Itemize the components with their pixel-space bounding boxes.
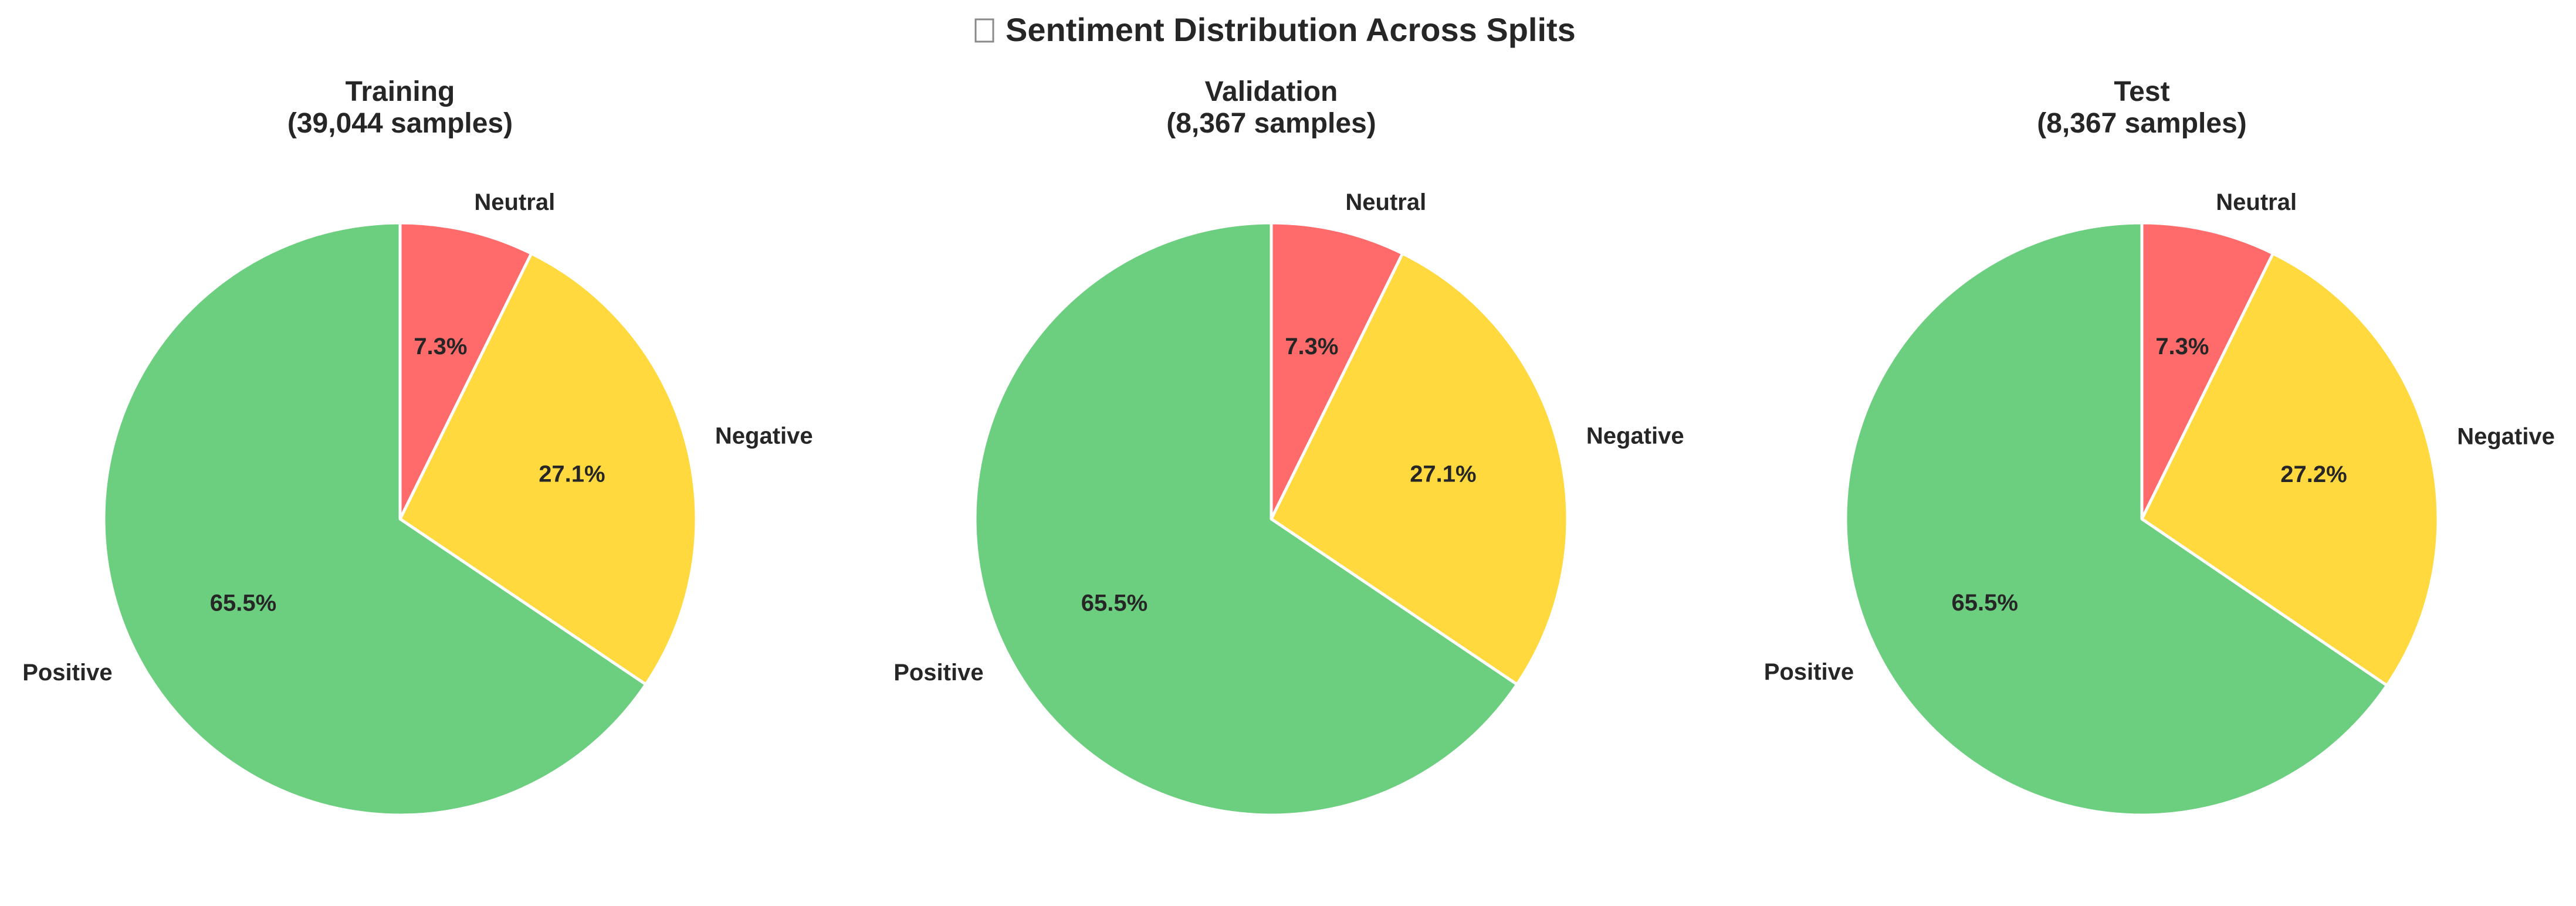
slice-label-positive: Positive (1764, 659, 1854, 685)
panel-title: Test (8,367 samples) (2037, 76, 2247, 139)
panel-title: Training (39,044 samples) (287, 76, 513, 139)
pie-slice-positive (102, 221, 648, 817)
panel-title-line1: Test (2114, 76, 2169, 107)
pie-slice-positive (973, 221, 1519, 817)
slice-label-neutral: Neutral (1345, 189, 1426, 215)
slice-label-positive: Positive (22, 660, 112, 686)
slice-label-neutral: Neutral (2216, 189, 2297, 215)
pie-labels: 7.3% Neutral 27.1% Negative 65.5% Positive (893, 189, 1684, 686)
pie-slice-neutral (2140, 221, 2275, 521)
pct-label-neutral: 7.3% (2155, 334, 2209, 359)
figure-title: Sentiment Distribution Across Splits (1006, 11, 1576, 48)
panel-title-line2: (8,367 samples) (2037, 108, 2247, 139)
pct-label-neutral: 7.3% (1285, 334, 1338, 359)
slice-label-negative: Negative (715, 423, 813, 449)
pie-wedges (1844, 221, 2440, 817)
panel-title-line1: Training (346, 76, 455, 107)
pie-labels: 7.3% Neutral 27.1% Negative 65.5% Positive (22, 189, 813, 686)
pie-panel-test: Test (8,367 samples) 7.3% Neutral 27.2% Negat… (1764, 76, 2555, 817)
pie-slice-neutral (398, 221, 533, 521)
slice-label-negative: Negative (1586, 423, 1684, 449)
pct-label-negative: 27.1% (1410, 461, 1476, 487)
missing-glyph-icon (974, 18, 994, 43)
pct-label-neutral: 7.3% (414, 334, 467, 359)
figure-title-group: Sentiment Distribution Across Splits (974, 11, 1576, 48)
panel-title: Validation (8,367 samples) (1166, 76, 1376, 139)
pct-label-negative: 27.2% (2280, 462, 2347, 487)
pie-wedges (102, 221, 698, 817)
slice-label-negative: Negative (2457, 424, 2555, 450)
pct-label-positive: 65.5% (210, 590, 276, 616)
panel-title-line2: (39,044 samples) (287, 108, 513, 139)
slice-label-neutral: Neutral (474, 189, 555, 215)
pie-labels: 7.3% Neutral 27.2% Negative 65.5% Positive (1764, 189, 2555, 685)
pie-panel-training: Training (39,044 samples) 7.3% Neutral 27.1%… (22, 76, 813, 817)
pct-label-positive: 65.5% (1951, 590, 2018, 616)
slice-label-positive: Positive (893, 660, 983, 686)
pie-panel-validation: Validation (8,367 samples) 7.3% Neutral 27.1… (893, 76, 1684, 817)
pie-slice-neutral (1270, 221, 1404, 521)
pie-slice-negative (2140, 252, 2440, 687)
panel-title-line2: (8,367 samples) (1166, 108, 1376, 139)
panel-title-line1: Validation (1205, 76, 1338, 107)
pie-wedges (973, 221, 1569, 817)
pct-label-positive: 65.5% (1081, 590, 1147, 616)
pie-slice-negative (1270, 252, 1569, 686)
pie-slice-negative (398, 252, 698, 686)
pct-label-negative: 27.1% (539, 461, 605, 487)
pie-slice-positive (1844, 221, 2389, 817)
pie-panels: Training (39,044 samples) 7.3% Neutral 27.1%… (22, 76, 2555, 817)
